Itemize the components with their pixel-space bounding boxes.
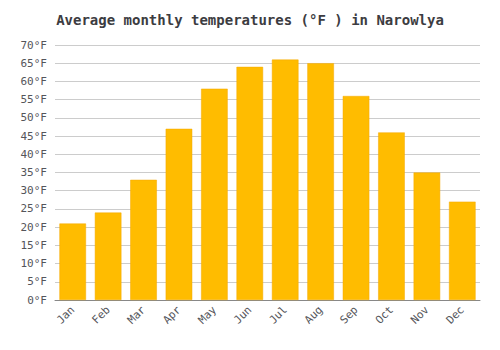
svg-text:Jun: Jun bbox=[231, 303, 254, 326]
svg-text:25°F: 25°F bbox=[21, 202, 48, 215]
svg-text:Nov: Nov bbox=[408, 303, 431, 326]
svg-text:40°F: 40°F bbox=[21, 148, 48, 161]
svg-text:Mar: Mar bbox=[125, 303, 148, 326]
svg-text:Dec: Dec bbox=[444, 303, 467, 326]
svg-text:60°F: 60°F bbox=[21, 75, 48, 88]
svg-text:0°F: 0°F bbox=[27, 294, 47, 307]
svg-text:Apr: Apr bbox=[160, 303, 183, 326]
svg-text:65°F: 65°F bbox=[21, 57, 48, 70]
svg-text:45°F: 45°F bbox=[21, 130, 48, 143]
svg-text:Jul: Jul bbox=[267, 303, 290, 326]
svg-text:30°F: 30°F bbox=[21, 184, 48, 197]
svg-text:10°F: 10°F bbox=[21, 257, 48, 270]
svg-text:5°F: 5°F bbox=[27, 275, 47, 288]
svg-text:50°F: 50°F bbox=[21, 111, 48, 124]
svg-text:35°F: 35°F bbox=[21, 166, 48, 179]
svg-text:Oct: Oct bbox=[373, 303, 396, 326]
svg-text:15°F: 15°F bbox=[21, 239, 48, 252]
svg-text:20°F: 20°F bbox=[21, 221, 48, 234]
svg-text:Feb: Feb bbox=[89, 303, 112, 326]
svg-text:Average monthly temperatures (: Average monthly temperatures (°F ) in Na… bbox=[56, 12, 444, 28]
svg-text:Sep: Sep bbox=[337, 303, 360, 326]
svg-text:70°F: 70°F bbox=[21, 39, 48, 52]
svg-text:55°F: 55°F bbox=[21, 93, 48, 106]
svg-text:Jan: Jan bbox=[54, 303, 77, 326]
svg-text:Aug: Aug bbox=[302, 303, 325, 326]
svg-text:May: May bbox=[196, 303, 219, 326]
